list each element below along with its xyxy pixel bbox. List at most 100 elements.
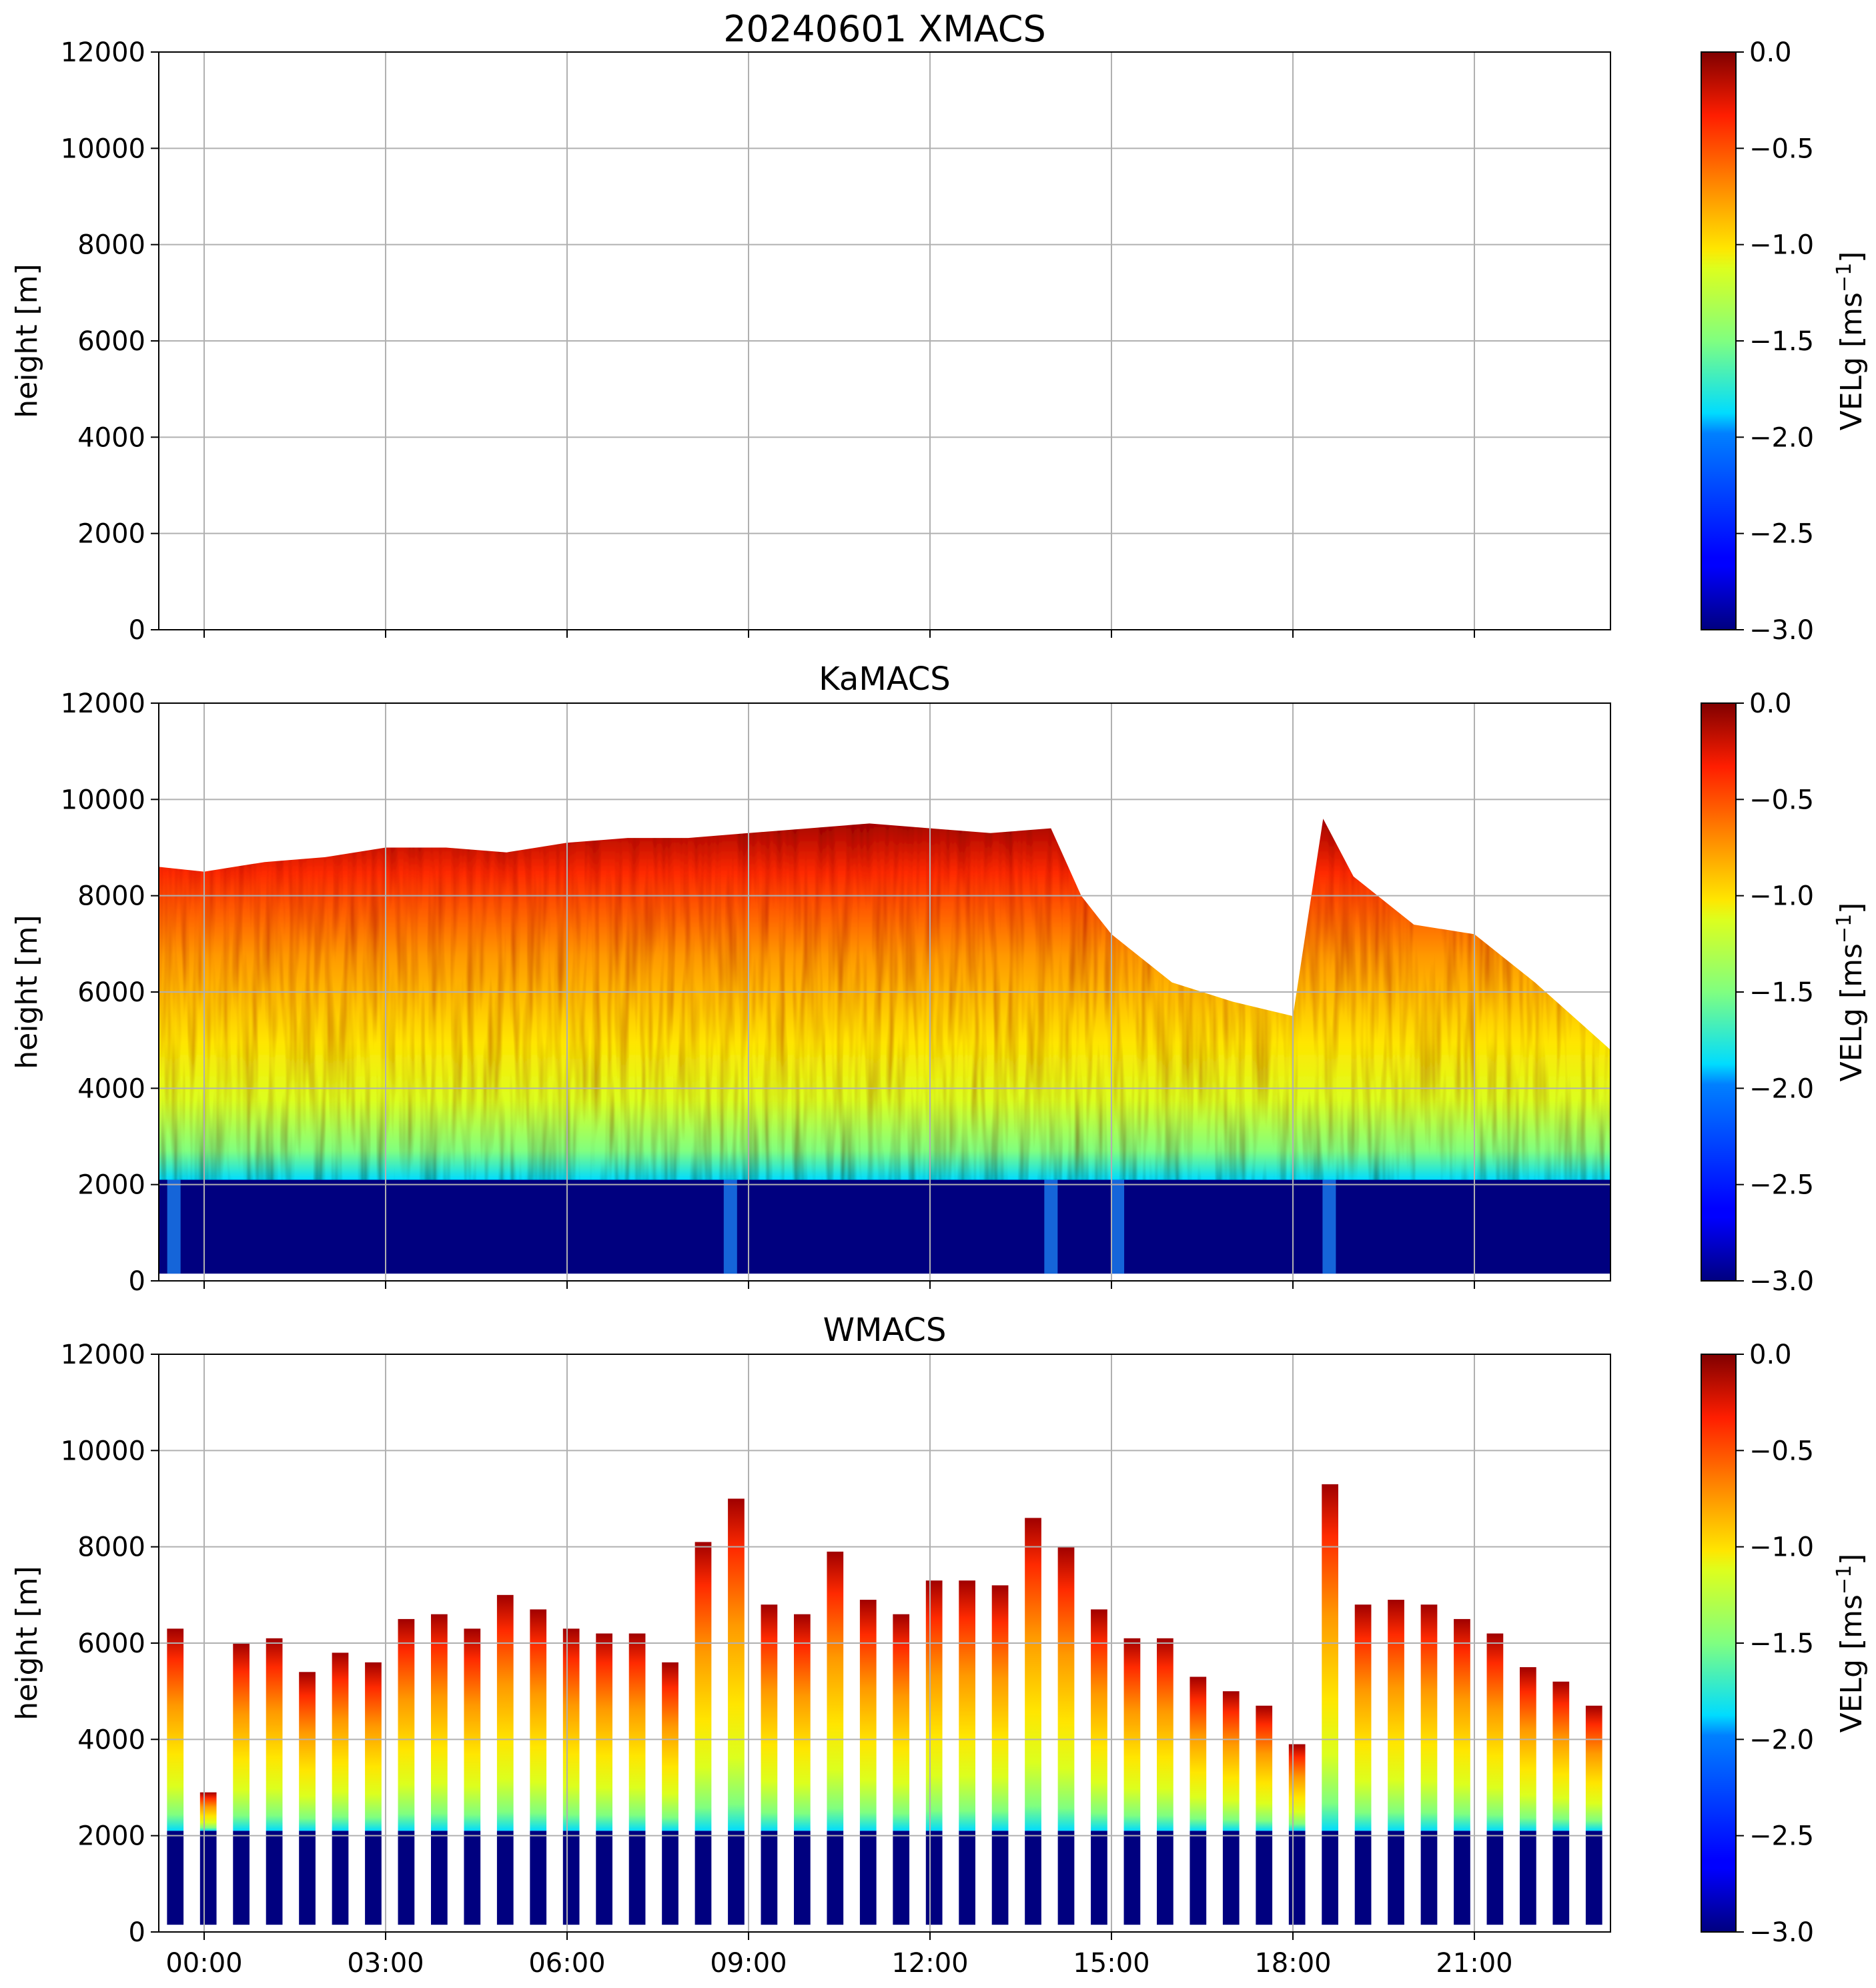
wmacs-scan-cloud: [628, 1633, 646, 1831]
kamacs-cbar-label-main: VELg [ms: [1835, 943, 1869, 1081]
wmacs-scan-rain: [530, 1831, 547, 1925]
wmacs-cbar-tick-label: −2.5: [1749, 1821, 1814, 1852]
wmacs-cbar-tick-label: −1.0: [1749, 1532, 1814, 1563]
wmacs-scan-rain: [893, 1831, 910, 1925]
wmacs-scan-cloud: [1288, 1744, 1306, 1831]
wmacs-scan-rain: [794, 1831, 811, 1925]
kamacs-ytick-label: 10000: [61, 785, 145, 815]
wmacs-scan-cloud: [859, 1600, 877, 1831]
xmacs-grid: [159, 51, 1610, 630]
kamacs-colorbar-label: VELg [ms−1]: [1833, 903, 1869, 1082]
kamacs-colorbar-gradient: [1701, 702, 1737, 1282]
kamacs-colorbar: 0.0 −0.5 −1.0 −1.5 −2.0 −2.5 −3.0 VELg [ms−1]: [1701, 688, 1869, 1297]
kamacs-fall-streak: [1044, 1179, 1058, 1274]
xmacs-cbar-tick-label: −2.5: [1749, 519, 1814, 550]
wmacs-scan-cloud: [530, 1609, 547, 1831]
wmacs-xtick-label: 18:00: [1254, 1948, 1331, 1979]
wmacs-scan-rain: [233, 1831, 250, 1925]
wmacs-scan-cloud: [1354, 1604, 1372, 1831]
wmacs-grid: [159, 1354, 1610, 1933]
kamacs-ytick-label: 8000: [77, 881, 145, 912]
wmacs-cbar-label-main: VELg [ms: [1835, 1594, 1869, 1732]
wmacs-title: WMACS: [823, 1312, 947, 1349]
wmacs-scan-rain: [199, 1831, 217, 1925]
wmacs-scan-cloud: [464, 1628, 481, 1831]
wmacs-scan-rain: [959, 1831, 975, 1925]
wmacs-scan-cloud: [1123, 1638, 1141, 1831]
wmacs-scan-cloud: [266, 1638, 283, 1831]
wmacs-scan-rain: [398, 1831, 415, 1925]
wmacs-scan-rain: [1222, 1831, 1240, 1925]
kamacs-y-ticks: 0 2000 4000 6000 8000 10000 12000: [61, 688, 159, 1297]
wmacs-xtick-label: 03:00: [347, 1948, 424, 1979]
wmacs-cbar-tick-label: 0.0: [1749, 1340, 1792, 1370]
wmacs-scan-cloud: [496, 1594, 514, 1831]
wmacs-scan-rain: [1057, 1831, 1075, 1925]
kamacs-fall-streak: [1111, 1179, 1125, 1274]
wmacs-scan-rain: [1157, 1831, 1174, 1925]
wmacs-scan-rain: [596, 1831, 612, 1925]
wmacs-scan-cloud: [1420, 1604, 1438, 1831]
wmacs-ytick-label: 0: [129, 1917, 145, 1948]
wmacs-scan-cloud: [1190, 1676, 1207, 1831]
wmacs-scan-cloud: [365, 1662, 382, 1831]
xmacs-cbar-label-main: VELg [ms: [1835, 292, 1869, 430]
wmacs-scan-cloud: [1222, 1691, 1240, 1831]
wmacs-scan-rain: [925, 1831, 943, 1925]
wmacs-scan-cloud: [893, 1614, 910, 1831]
wmacs-ytick-label: 4000: [77, 1724, 145, 1755]
xmacs-x-ticks: [203, 630, 1475, 638]
kamacs-fall-streak: [167, 1179, 181, 1274]
wmacs-scan-cloud: [431, 1614, 448, 1831]
wmacs-scan-rain: [562, 1831, 580, 1925]
wmacs-scan-cloud: [761, 1604, 778, 1831]
wmacs-scan-cloud: [1585, 1705, 1602, 1831]
wmacs-cbar-tick-label: −0.5: [1749, 1436, 1814, 1466]
wmacs-y-ticks: 0 2000 4000 6000 8000 10000 12000: [61, 1340, 159, 1948]
wmacs-scan-cloud: [1322, 1484, 1338, 1831]
xmacs-cbar-tick-label: −0.5: [1749, 133, 1814, 164]
wmacs-ytick-label: 10000: [61, 1436, 145, 1466]
wmacs-scan-cloud: [794, 1614, 811, 1831]
wmacs-scan-cloud: [1025, 1518, 1041, 1831]
wmacs-scan-cloud: [562, 1628, 580, 1831]
wmacs-scan-rain: [1322, 1831, 1338, 1925]
wmacs-scan-cloud: [827, 1551, 844, 1831]
wmacs-xtick-label: 15:00: [1073, 1948, 1149, 1979]
xmacs-colorbar-gradient: [1701, 51, 1737, 630]
wmacs-scan-rain: [1256, 1831, 1273, 1925]
wmacs-scan-cloud: [1157, 1638, 1174, 1831]
wmacs-scan-rain: [1420, 1831, 1438, 1925]
wmacs-xtick-label: 12:00: [891, 1948, 968, 1979]
wmacs-scan-rain: [991, 1831, 1009, 1925]
wmacs-scan-rain: [694, 1831, 712, 1925]
wmacs-radar-data: [167, 1484, 1602, 1925]
kamacs-fall-streak: [1322, 1179, 1336, 1274]
kamacs-cbar-tick-label: −1.5: [1749, 977, 1814, 1008]
wmacs-scan-rain: [365, 1831, 382, 1925]
wmacs-ytick-label: 2000: [77, 1821, 145, 1852]
wmacs-scan-cloud: [1057, 1546, 1075, 1831]
wmacs-scan-cloud: [299, 1672, 316, 1831]
wmacs-scan-rain: [859, 1831, 877, 1925]
wmacs-scan-rain: [1585, 1831, 1602, 1925]
kamacs-title: KaMACS: [819, 660, 950, 698]
wmacs-ytick-label: 8000: [77, 1532, 145, 1563]
xmacs-cbar-tick-label: −1.5: [1749, 326, 1814, 357]
xmacs-cbar-label-sup: −1: [1833, 263, 1856, 292]
wmacs-scan-rain: [1123, 1831, 1141, 1925]
wmacs-scan-cloud: [728, 1498, 745, 1831]
xmacs-y-ticks: 0 2000 4000 6000 8000 10000 12000: [61, 37, 159, 646]
xmacs-colorbar-label: VELg [ms−1]: [1833, 252, 1869, 431]
wmacs-scan-rain: [1486, 1831, 1504, 1925]
wmacs-scan-rain: [1190, 1831, 1207, 1925]
wmacs-scan-rain: [1025, 1831, 1041, 1925]
wmacs-cbar-label-sup: −1: [1833, 1565, 1856, 1594]
wmacs-scan-rain: [827, 1831, 844, 1925]
kamacs-cbar-tick-label: −2.0: [1749, 1073, 1814, 1104]
kamacs-ytick-label: 6000: [77, 977, 145, 1008]
wmacs-scan-rain: [1288, 1831, 1306, 1925]
xmacs-ytick-label: 10000: [61, 133, 145, 164]
kamacs-ytick-label: 12000: [61, 688, 145, 719]
